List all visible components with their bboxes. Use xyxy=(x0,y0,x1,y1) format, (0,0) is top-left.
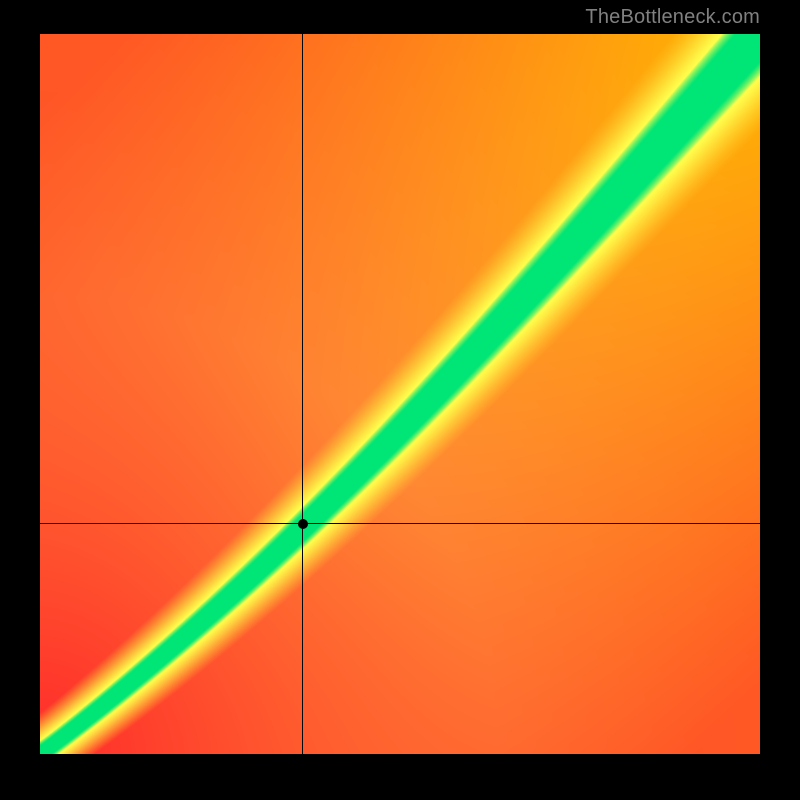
watermark-text: TheBottleneck.com xyxy=(585,6,760,29)
plot-area xyxy=(40,34,760,754)
heatmap-canvas xyxy=(40,34,760,754)
crosshair-horizontal xyxy=(40,523,760,524)
marker-dot xyxy=(298,519,308,529)
crosshair-vertical xyxy=(302,34,303,754)
